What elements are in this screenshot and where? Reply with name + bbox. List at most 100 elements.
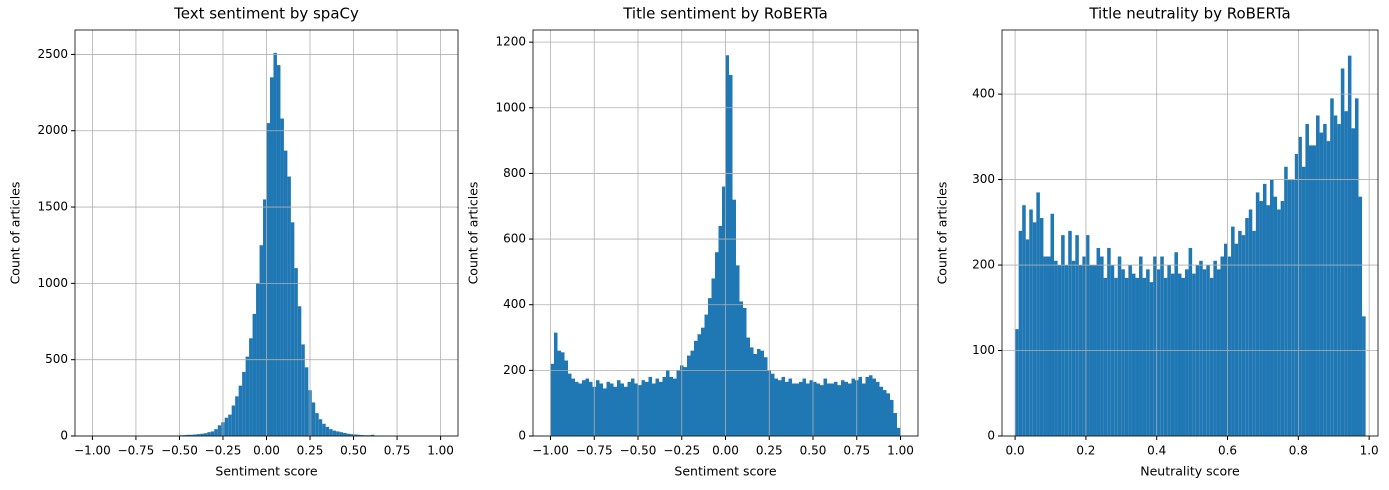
- bar: [214, 429, 218, 436]
- bar: [687, 355, 691, 436]
- bar: [1036, 192, 1040, 436]
- bar: [249, 338, 253, 436]
- x-axis-label: Sentiment score: [215, 464, 317, 479]
- bar: [235, 396, 239, 436]
- x-tick-label: 0.50: [800, 444, 827, 458]
- bar: [228, 414, 232, 436]
- bar: [750, 347, 754, 436]
- bar: [1181, 277, 1186, 436]
- bar: [1259, 200, 1263, 436]
- x-tick-label: 0.25: [756, 444, 783, 458]
- bar: [287, 176, 291, 437]
- bar: [1054, 260, 1058, 436]
- x-tick-label: 0.00: [712, 444, 739, 458]
- bar: [1100, 256, 1104, 436]
- bar: [701, 327, 705, 436]
- bar: [613, 386, 617, 436]
- bar: [1061, 235, 1065, 436]
- x-tick-label: 0.00: [253, 444, 280, 458]
- y-tick-label: 1500: [37, 200, 68, 214]
- bar: [294, 268, 298, 436]
- bar: [694, 340, 698, 436]
- bar: [1046, 256, 1051, 436]
- bar: [617, 380, 621, 436]
- bar: [704, 314, 708, 436]
- bar: [315, 413, 319, 436]
- x-tick-label: 0.6: [1218, 444, 1237, 458]
- bar: [585, 378, 589, 436]
- bar: [343, 432, 347, 436]
- bar: [1050, 213, 1055, 436]
- bar: [669, 376, 673, 436]
- bar: [1255, 192, 1260, 436]
- bar: [1029, 209, 1033, 436]
- bar: [1135, 277, 1140, 436]
- bar: [245, 356, 250, 436]
- bar: [760, 350, 764, 436]
- bar: [620, 383, 624, 436]
- bar: [1220, 256, 1224, 436]
- bar: [879, 386, 883, 436]
- bar: [848, 383, 852, 436]
- bar: [550, 363, 554, 436]
- bar: [1121, 269, 1125, 436]
- bar: [897, 427, 901, 436]
- bar: [662, 376, 666, 436]
- y-tick-label: 600: [503, 232, 526, 246]
- bar: [318, 419, 323, 436]
- bar: [722, 186, 726, 436]
- bar: [830, 383, 834, 436]
- bar: [1153, 256, 1157, 436]
- bar: [259, 245, 264, 436]
- bar: [189, 434, 194, 436]
- bar: [1192, 273, 1196, 436]
- bar: [844, 381, 848, 436]
- bar: [869, 375, 873, 436]
- bar: [263, 199, 267, 436]
- bar: [872, 378, 876, 436]
- bar: [1234, 243, 1239, 436]
- bar: [350, 434, 354, 436]
- chart-title: Title neutrality by RoBERTa: [1088, 5, 1290, 23]
- bar: [304, 367, 309, 436]
- bar: [1358, 196, 1363, 436]
- bar: [578, 383, 582, 436]
- bar: [746, 337, 750, 436]
- bar: [683, 367, 687, 436]
- bar: [224, 417, 229, 436]
- x-tick-label: 0.0: [1006, 444, 1025, 458]
- plot-frame: [532, 29, 919, 437]
- bar: [1241, 235, 1246, 436]
- bar: [1330, 98, 1334, 437]
- bar: [788, 378, 792, 436]
- bar: [357, 434, 361, 436]
- bar: [648, 376, 652, 436]
- y-tick-label: 2000: [37, 123, 68, 137]
- bar: [1319, 132, 1324, 436]
- bar: [280, 118, 284, 437]
- x-axis-label: Neutrality score: [1140, 464, 1240, 479]
- bar: [774, 378, 778, 436]
- plot-frame: [1001, 29, 1379, 437]
- bar: [329, 429, 333, 436]
- bar: [1248, 209, 1253, 436]
- chart-title: Title sentiment by RoBERTa: [622, 5, 828, 23]
- x-tick-label: −0.50: [161, 444, 198, 458]
- bar: [1149, 282, 1154, 436]
- bar: [1216, 269, 1221, 436]
- bar: [729, 74, 733, 436]
- chart-title: Text sentiment by spaCy: [173, 5, 359, 23]
- y-tick-label: 1200: [495, 35, 526, 49]
- bar: [666, 370, 670, 436]
- bar: [743, 307, 747, 436]
- bar: [1117, 256, 1122, 436]
- bar: [1131, 273, 1136, 436]
- bar: [1323, 124, 1327, 436]
- bar: [627, 381, 631, 436]
- bar: [301, 344, 305, 436]
- bar: [217, 425, 222, 436]
- x-tick-label: −1.00: [532, 444, 569, 458]
- bar: [764, 357, 768, 436]
- bar: [1174, 252, 1178, 436]
